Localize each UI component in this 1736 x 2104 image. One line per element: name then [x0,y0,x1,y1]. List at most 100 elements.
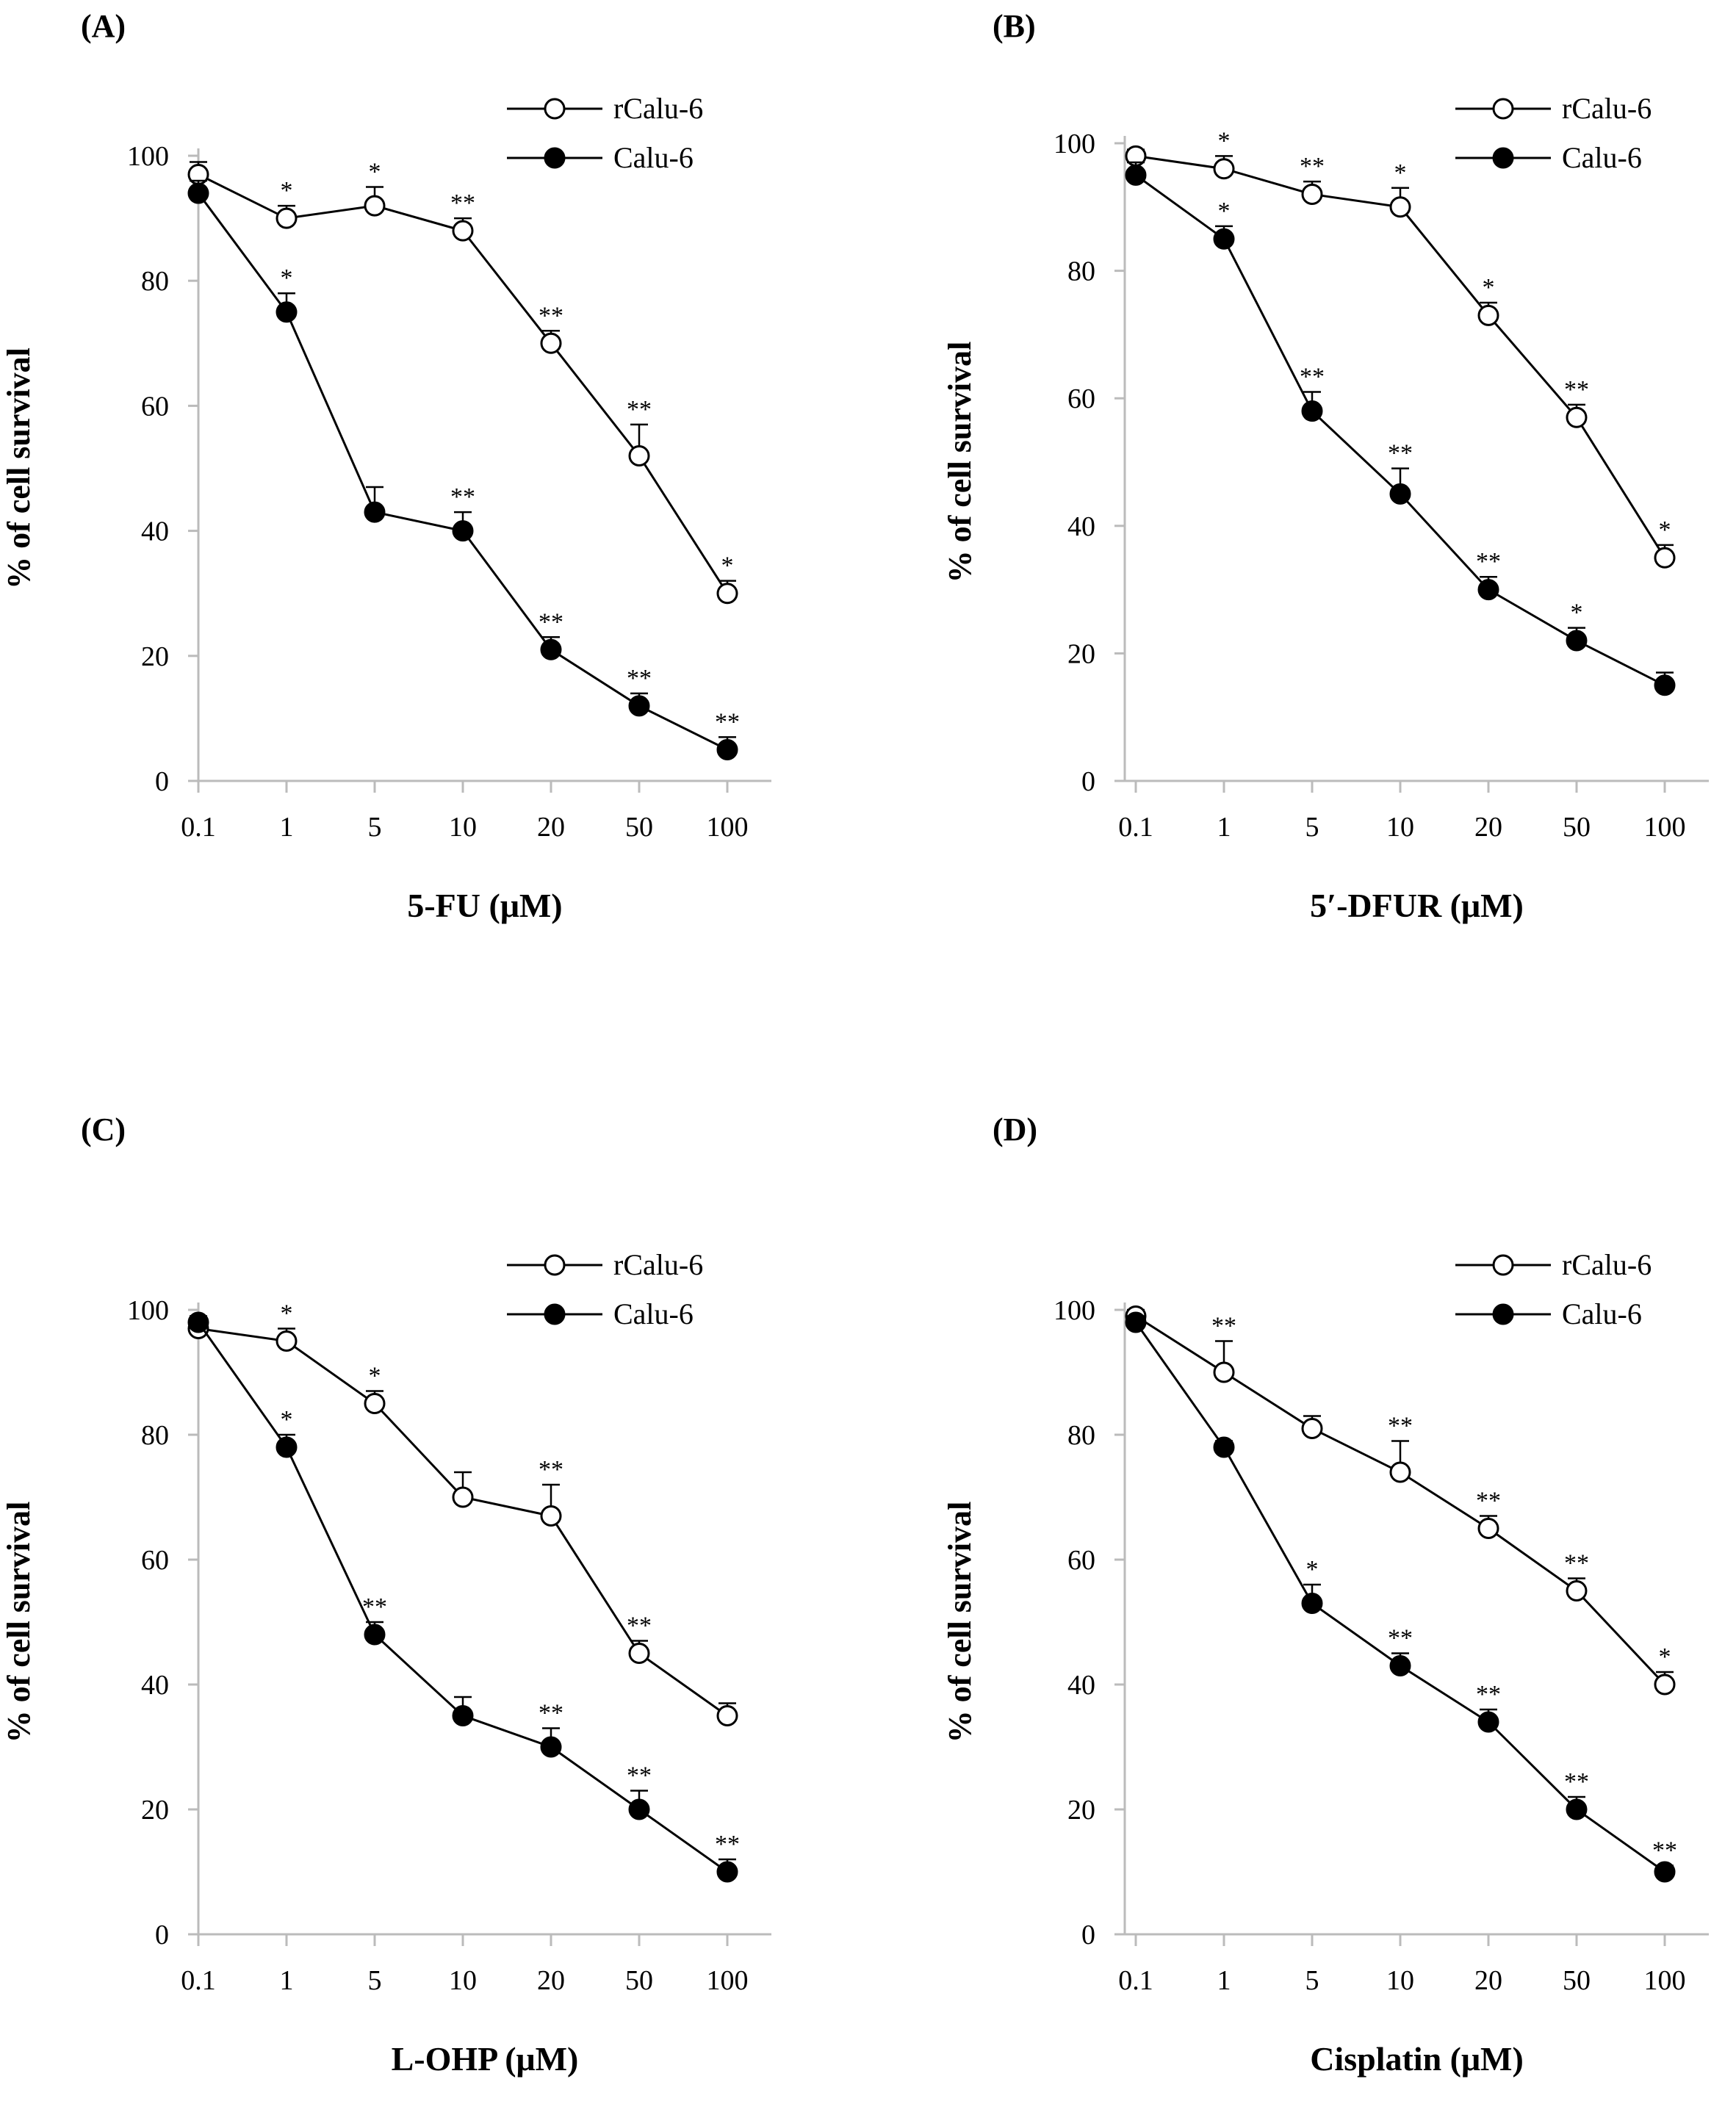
significance-marker-calu-6: ** [1652,1837,1677,1865]
y-tick-label: 100 [1054,1295,1095,1326]
y-tick-label: 0 [155,1920,169,1950]
significance-marker-rcalu-6: * [1659,516,1671,544]
x-tick-label: 5 [1305,812,1319,843]
legend-marker-rcalu-6 [544,1254,566,1276]
legend-marker-calu-6 [544,147,566,169]
data-point-calu-6 [628,1798,650,1820]
data-point-calu-6 [1125,164,1147,186]
x-tick-label: 0.1 [181,812,216,843]
data-point-calu-6 [187,182,209,204]
significance-marker-rcalu-6: * [281,177,293,204]
panel-label-b: (B) [993,8,1036,44]
chart-panel-d: (D) 0 20 40 60 80 100 0.1 1 5 10 20 50 100 Cisplatin … [868,1052,1735,2104]
x-tick-label: 1 [1217,1965,1231,1996]
data-point-calu-6 [1213,228,1235,250]
significance-marker-rcalu-6: ** [450,190,475,217]
y-tick-label: 0 [155,766,169,797]
data-point-rcalu-6 [540,1505,562,1527]
legend-label-rcalu-6: rCalu-6 [1562,1248,1652,1281]
data-point-rcalu-6 [1389,1461,1411,1483]
y-tick-label: 40 [1067,511,1095,542]
legend-label-rcalu-6: rCalu-6 [613,92,703,125]
significance-marker-rcalu-6: ** [539,302,563,329]
significance-marker-calu-6: ** [627,665,652,692]
significance-marker-calu-6: * [1306,1556,1319,1583]
data-point-calu-6 [364,501,386,523]
significance-marker-calu-6: * [281,264,293,292]
significance-marker-rcalu-6: ** [1300,153,1325,180]
data-point-calu-6 [1477,579,1499,601]
data-point-rcalu-6 [1301,183,1323,205]
data-point-calu-6 [187,1311,209,1333]
x-tick-label: 20 [1474,812,1502,843]
data-point-rcalu-6 [1566,406,1588,428]
chart-panel-c: (C) 0 20 40 60 80 100 0.1 1 5 10 20 50 100 L-OHP (μM)… [0,1052,868,2104]
significance-marker-rcalu-6: ** [627,1613,652,1640]
data-point-rcalu-6 [275,1330,298,1352]
data-point-rcalu-6 [628,444,650,466]
significance-marker-calu-6: * [281,1406,293,1433]
x-tick-label: 20 [537,1965,565,1996]
panel-label-a: (A) [81,8,126,44]
y-tick-label: 40 [141,1670,169,1701]
significance-marker-rcalu-6: * [1394,159,1407,187]
significance-marker-rcalu-6: * [369,159,381,186]
data-point-calu-6 [1566,1798,1588,1820]
x-tick-label: 100 [707,812,749,843]
x-axis-title: L-OHP (μM) [392,2040,579,2078]
data-point-calu-6 [452,1705,474,1726]
y-tick-label: 60 [1067,383,1095,414]
significance-marker-calu-6: ** [1476,548,1501,575]
x-tick-label: 1 [280,1965,294,1996]
data-point-calu-6 [1213,1436,1235,1458]
y-tick-label: 20 [141,1795,169,1826]
y-tick-label: 80 [141,1420,169,1451]
y-tick-label: 100 [1054,129,1095,159]
data-point-calu-6 [1125,1311,1147,1333]
y-tick-label: 0 [1081,766,1095,797]
legend-marker-rcalu-6 [1492,98,1514,120]
data-point-calu-6 [275,1436,298,1458]
significance-marker-calu-6: * [1218,198,1231,225]
x-tick-label: 10 [1386,812,1414,843]
significance-marker-rcalu-6: ** [1564,1550,1589,1577]
chart-panel-b: (B) 0 20 40 60 80 100 0.1 1 5 10 20 50 100 5′-DFUR (μ… [868,0,1735,1052]
chart-d-plot: 0 20 40 60 80 100 0.1 1 5 10 20 50 100 Cisplatin (μM)… [942,1248,1709,2078]
data-point-calu-6 [628,695,650,717]
data-point-calu-6 [716,1861,738,1883]
significance-marker-calu-6: ** [1300,364,1325,391]
significance-marker-rcalu-6: * [1659,1643,1671,1671]
x-axis-title: 5-FU (μM) [407,887,562,924]
legend-label-calu-6: Calu-6 [613,141,694,174]
chart-panel-a: (A) 0 20 40 60 80 100 0.1 1 5 10 20 50 100 5-FU (μM)%… [0,0,868,1052]
legend-label-calu-6: Calu-6 [613,1297,694,1330]
data-point-rcalu-6 [1654,547,1676,569]
data-point-calu-6 [540,1736,562,1758]
data-point-rcalu-6 [1213,1361,1235,1383]
data-point-rcalu-6 [1213,158,1235,180]
data-point-rcalu-6 [1654,1674,1676,1696]
significance-marker-rcalu-6: * [1483,274,1495,301]
x-tick-label: 10 [1386,1965,1414,1996]
x-tick-label: 5 [1305,1965,1319,1996]
significance-marker-calu-6: ** [715,1831,740,1858]
y-tick-label: 40 [1067,1670,1095,1701]
legend-marker-calu-6 [1492,147,1514,169]
x-axis-title: Cisplatin (μM) [1310,2040,1524,2078]
significance-marker-rcalu-6: ** [627,396,652,423]
y-tick-label: 40 [141,516,169,547]
significance-marker-calu-6: * [1571,599,1583,627]
y-axis-title: % of cell survival [1,347,37,589]
significance-marker-rcalu-6: ** [1388,1413,1413,1440]
legend-label-calu-6: Calu-6 [1562,141,1642,174]
x-tick-label: 20 [1474,1965,1502,1996]
significance-marker-calu-6: ** [362,1593,387,1621]
significance-marker-calu-6: ** [1388,1625,1413,1652]
x-tick-label: 5 [368,1965,382,1996]
y-tick-label: 20 [1067,638,1095,669]
x-tick-label: 100 [707,1965,749,1996]
x-tick-label: 100 [1644,1965,1686,1996]
legend-marker-rcalu-6 [544,98,566,120]
data-point-rcalu-6 [452,220,474,242]
data-point-calu-6 [540,638,562,660]
